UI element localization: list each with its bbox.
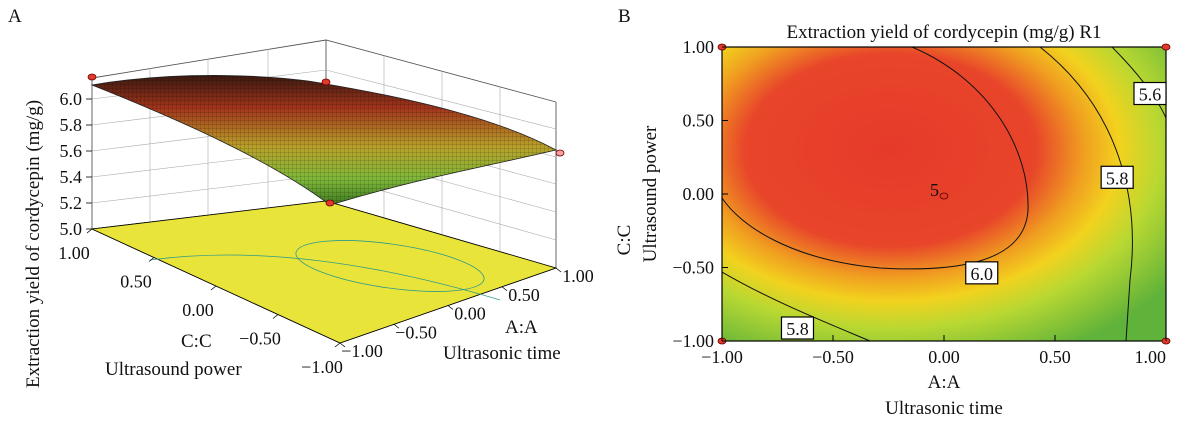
panel-a: A: [8, 6, 594, 388]
a-axis-code: A:A: [505, 317, 538, 338]
a-tick-mark: [555, 267, 562, 273]
x-tick-label-b: −1.00: [701, 347, 743, 367]
y-tick-label-b: 0.50: [683, 111, 715, 131]
floor-contours: [149, 240, 501, 301]
z-tick-label: 5.8: [60, 115, 83, 135]
contour-label: 5.8: [1100, 165, 1134, 189]
x-tick-label-b: −0.50: [812, 347, 854, 367]
contour-label-text: 5.6: [1139, 85, 1162, 105]
x-tick-label-b: 0.00: [928, 347, 960, 367]
contour-label-text: 6.0: [970, 264, 993, 284]
panel-b: B Extraction yield of cordycepin (mg/g) …: [614, 6, 1171, 419]
c-tick-label: 0.50: [120, 272, 152, 292]
panel-a-letter: A: [8, 6, 22, 27]
contour-label: 5.6: [1133, 81, 1167, 106]
c-tick-label: −0.50: [239, 329, 281, 349]
contour-title: Extraction yield of cordycepin (mg/g) R1: [787, 22, 1102, 43]
a-tick-mark: [501, 286, 508, 292]
y-tick-label-b: −1.00: [672, 331, 714, 351]
x-axis-name-b: Ultrasonic time: [885, 398, 1003, 419]
z-tick-label: 5.2: [60, 193, 83, 213]
x-axis-ticks: −1.00 −0.50 0.00 0.50 1.00: [339, 266, 594, 361]
contour-labels: 5.6 5.8 6.0 5.8: [780, 81, 1167, 340]
contour-label: 5.8: [780, 316, 815, 340]
a-tick-label: 1.00: [562, 266, 594, 286]
z-tick-label: 6.0: [60, 89, 83, 109]
c-tick-label: −1.00: [301, 357, 343, 377]
z-tick-label: 5.4: [60, 167, 83, 187]
y-axis-code-b: C:C: [614, 225, 635, 256]
x-tick-label-b: 0.50: [1039, 347, 1071, 367]
a-tick-label: −0.50: [395, 322, 437, 342]
z-tick-label: 5.0: [60, 219, 83, 239]
a-tick-label: −1.00: [341, 341, 383, 361]
a-tick-label: 0.00: [454, 304, 486, 324]
center-label: 5: [930, 180, 939, 200]
surface-mesh: [92, 75, 556, 205]
a-axis-name: Ultrasonic time: [443, 343, 561, 364]
contour-label-text: 5.8: [1106, 168, 1129, 188]
y-axis-ticks: 1.00 0.50 0.00 −0.50 −1.00: [58, 228, 343, 377]
c-tick-mark: [148, 257, 155, 262]
y-tick-label-b: 1.00: [683, 37, 715, 57]
panel-b-letter: B: [618, 6, 631, 27]
a-tick-label: 0.50: [508, 285, 540, 305]
contour-label: 6.0: [965, 261, 999, 285]
contour-label-text: 5.8: [786, 319, 809, 339]
y-axis-name-b: Ultrasound power: [640, 125, 661, 262]
z-axis-label: Extraction yield of cordycepin (mg/g): [23, 100, 44, 388]
c-tick-mark: [272, 314, 279, 319]
z-axis-ticks: 5.0 5.2 5.4 5.6 5.8 6.0: [60, 89, 92, 239]
c-axis-name: Ultrasound power: [105, 359, 242, 380]
x-tick-label-b: 1.00: [1135, 347, 1167, 367]
y-tick-label-b: 0.00: [683, 184, 715, 204]
y-axis-ticks-b: 1.00 0.50 0.00 −0.50 −1.00: [672, 37, 728, 351]
a-tick-mark: [339, 342, 346, 348]
c-tick-label: 1.00: [58, 243, 90, 263]
a-tick-mark: [447, 305, 454, 310]
x-axis-ticks-b: −1.00 −0.50 0.00 0.50 1.00: [701, 335, 1167, 367]
c-tick-mark: [86, 228, 93, 234]
contour-lines: [722, 47, 1166, 341]
x-axis-code-b: A:A: [928, 372, 961, 393]
c-tick-label: 0.00: [182, 300, 214, 320]
y-tick-label-b: −0.50: [672, 258, 714, 278]
c-tick-mark: [334, 342, 341, 348]
z-tick-label: 5.6: [60, 141, 83, 161]
center-point: [939, 192, 949, 200]
floor-plane: [90, 200, 558, 344]
c-tick-mark: [210, 285, 217, 291]
c-axis-code: C:C: [181, 331, 212, 352]
a-tick-mark: [393, 323, 400, 329]
design-points: [87, 73, 565, 207]
